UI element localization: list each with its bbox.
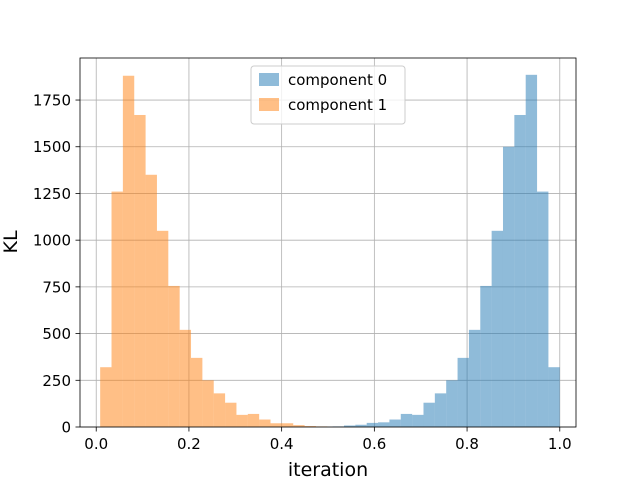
x-tick-label: 0.2 (177, 435, 201, 453)
bar-series-1 (270, 423, 282, 427)
bar-series-1 (122, 75, 135, 428)
bar-series-0 (480, 285, 492, 427)
y-tick-label: 750 (42, 278, 71, 296)
bar-series-1 (281, 423, 294, 427)
bar-series-1 (293, 425, 305, 427)
x-tick-label: 0.6 (362, 435, 386, 453)
bar-series-0 (378, 422, 390, 427)
y-tick-label: 1000 (33, 232, 71, 250)
legend-box (250, 65, 406, 125)
bar-series-0 (400, 413, 413, 427)
bar-series-0 (548, 367, 560, 427)
x-tick-label: 1.0 (548, 435, 572, 453)
bar-series-1 (145, 174, 157, 427)
bar-series-0 (491, 230, 503, 427)
bar-series-1 (247, 413, 260, 427)
bar-series-1 (304, 426, 316, 427)
bar-series-0 (525, 74, 538, 428)
y-tick-label: 1500 (33, 138, 71, 156)
x-tick-label: 0.0 (84, 435, 108, 453)
bar-series-0 (514, 114, 526, 428)
x-axis-label: iteration (288, 459, 368, 480)
x-tick-label: 0.8 (455, 435, 479, 453)
legend-label: component 1 (288, 96, 387, 114)
histogram-bars (100, 74, 560, 428)
bar-series-1 (168, 285, 180, 427)
bar-series-0 (446, 380, 458, 427)
y-tick-label: 1250 (33, 185, 71, 203)
bar-series-1 (111, 191, 123, 427)
bar-series-1 (259, 419, 271, 427)
bar-series-0 (412, 414, 424, 427)
bar-series-0 (343, 425, 356, 427)
bar-series-1 (213, 393, 226, 427)
bar-series-1 (236, 414, 248, 427)
bar-series-0 (434, 393, 447, 427)
legend: component 0 component 1 (250, 65, 406, 125)
bar-series-0 (468, 329, 481, 427)
y-tick-label: 500 (42, 325, 71, 343)
legend-swatch (259, 98, 279, 111)
y-tick-label: 250 (42, 372, 71, 390)
bar-series-0 (355, 424, 367, 427)
bar-series-0 (502, 146, 515, 428)
legend-label: component 0 (288, 71, 387, 89)
bar-series-1 (134, 114, 146, 428)
bar-series-1 (179, 329, 192, 427)
y-tick-label: 0 (61, 419, 71, 437)
bar-series-1 (156, 230, 169, 427)
bar-series-0 (537, 191, 549, 427)
y-axis-label: KL (0, 230, 22, 253)
bar-series-1 (202, 380, 214, 427)
bar-series-1 (100, 367, 112, 427)
x-axis-ticks: 0.0 0.2 0.4 0.6 0.8 1.0 (84, 427, 572, 453)
bar-series-0 (423, 402, 435, 427)
legend-swatch (259, 73, 279, 86)
bar-series-1 (191, 357, 203, 427)
bar-series-0 (457, 357, 469, 427)
bar-series-1 (225, 402, 237, 427)
y-tick-label: 1750 (33, 92, 71, 110)
bar-series-0 (389, 419, 401, 427)
plot-frame (79, 57, 577, 428)
x-tick-label: 0.4 (270, 435, 294, 453)
bar-series-0 (366, 422, 379, 427)
y-axis-ticks: 0 250 500 750 1000 1250 1500 1750 (33, 92, 80, 437)
